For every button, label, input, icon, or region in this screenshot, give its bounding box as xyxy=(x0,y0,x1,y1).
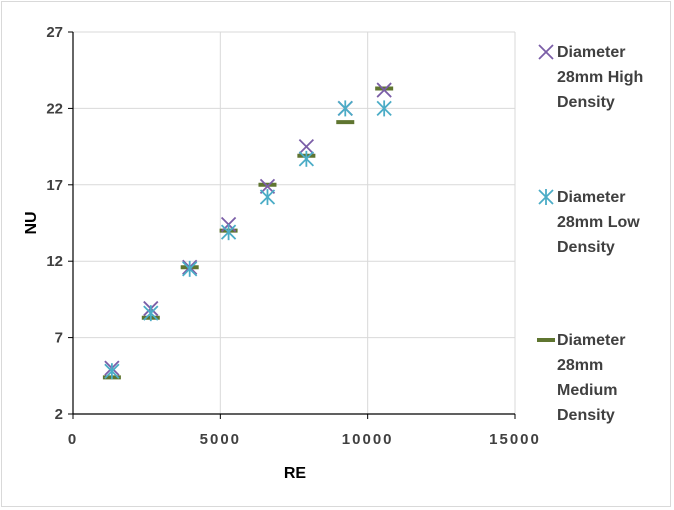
legend-label: Density xyxy=(557,239,615,256)
data-point-asterisk xyxy=(298,150,315,167)
legend-label: Diameter xyxy=(557,189,625,206)
x-tick-label: 0 xyxy=(68,431,78,448)
y-tick-label: 12 xyxy=(46,253,63,270)
x-tick-label: 5000 xyxy=(200,431,241,448)
axes xyxy=(68,31,516,419)
legend-item: Diameter 28mm Low Density xyxy=(538,189,640,256)
y-tick-label: 17 xyxy=(46,177,63,194)
grid-lines xyxy=(73,31,516,415)
legend-marker-x xyxy=(538,44,554,60)
y-tick-label: 22 xyxy=(46,100,63,117)
data-point-x xyxy=(298,138,315,155)
data-point-asterisk xyxy=(220,224,237,241)
data-point-asterisk xyxy=(376,100,392,117)
data-point-asterisk xyxy=(259,189,276,206)
legend-label: 28mm High xyxy=(557,69,643,86)
data-point-x xyxy=(376,82,392,98)
legend-label: Diameter xyxy=(557,332,625,349)
legend-label: 28mm xyxy=(557,357,603,374)
x-tick-labels: 0 5000 10000 15000 xyxy=(68,431,541,448)
legend-label: Diameter xyxy=(557,44,625,61)
legend-label: Density xyxy=(557,407,615,424)
legend: Diameter 28mm High Density Diameter 28mm Low… xyxy=(537,44,643,424)
legend-item: Diameter 28mm Medium Density xyxy=(537,332,625,424)
y-tick-label: 2 xyxy=(55,406,63,423)
data-point-asterisk xyxy=(104,363,120,380)
x-axis-title: RE xyxy=(284,465,307,482)
y-tick-label: 27 xyxy=(46,24,63,41)
legend-label: Medium xyxy=(557,382,617,399)
legend-marker-asterisk xyxy=(538,189,554,205)
x-tick-label: 10000 xyxy=(342,431,394,448)
data-point-asterisk xyxy=(337,100,353,117)
data-point-asterisk xyxy=(182,260,198,277)
legend-label: 28mm Low xyxy=(557,214,640,231)
legend-item: Diameter 28mm High Density xyxy=(538,44,643,111)
data-point-asterisk xyxy=(143,305,159,322)
data-points xyxy=(102,82,394,380)
y-tick-label: 7 xyxy=(55,330,63,347)
x-tick-label: 15000 xyxy=(489,431,541,448)
data-point-x xyxy=(259,178,276,194)
y-axis-title: NU xyxy=(23,211,40,234)
legend-label: Density xyxy=(557,94,615,111)
